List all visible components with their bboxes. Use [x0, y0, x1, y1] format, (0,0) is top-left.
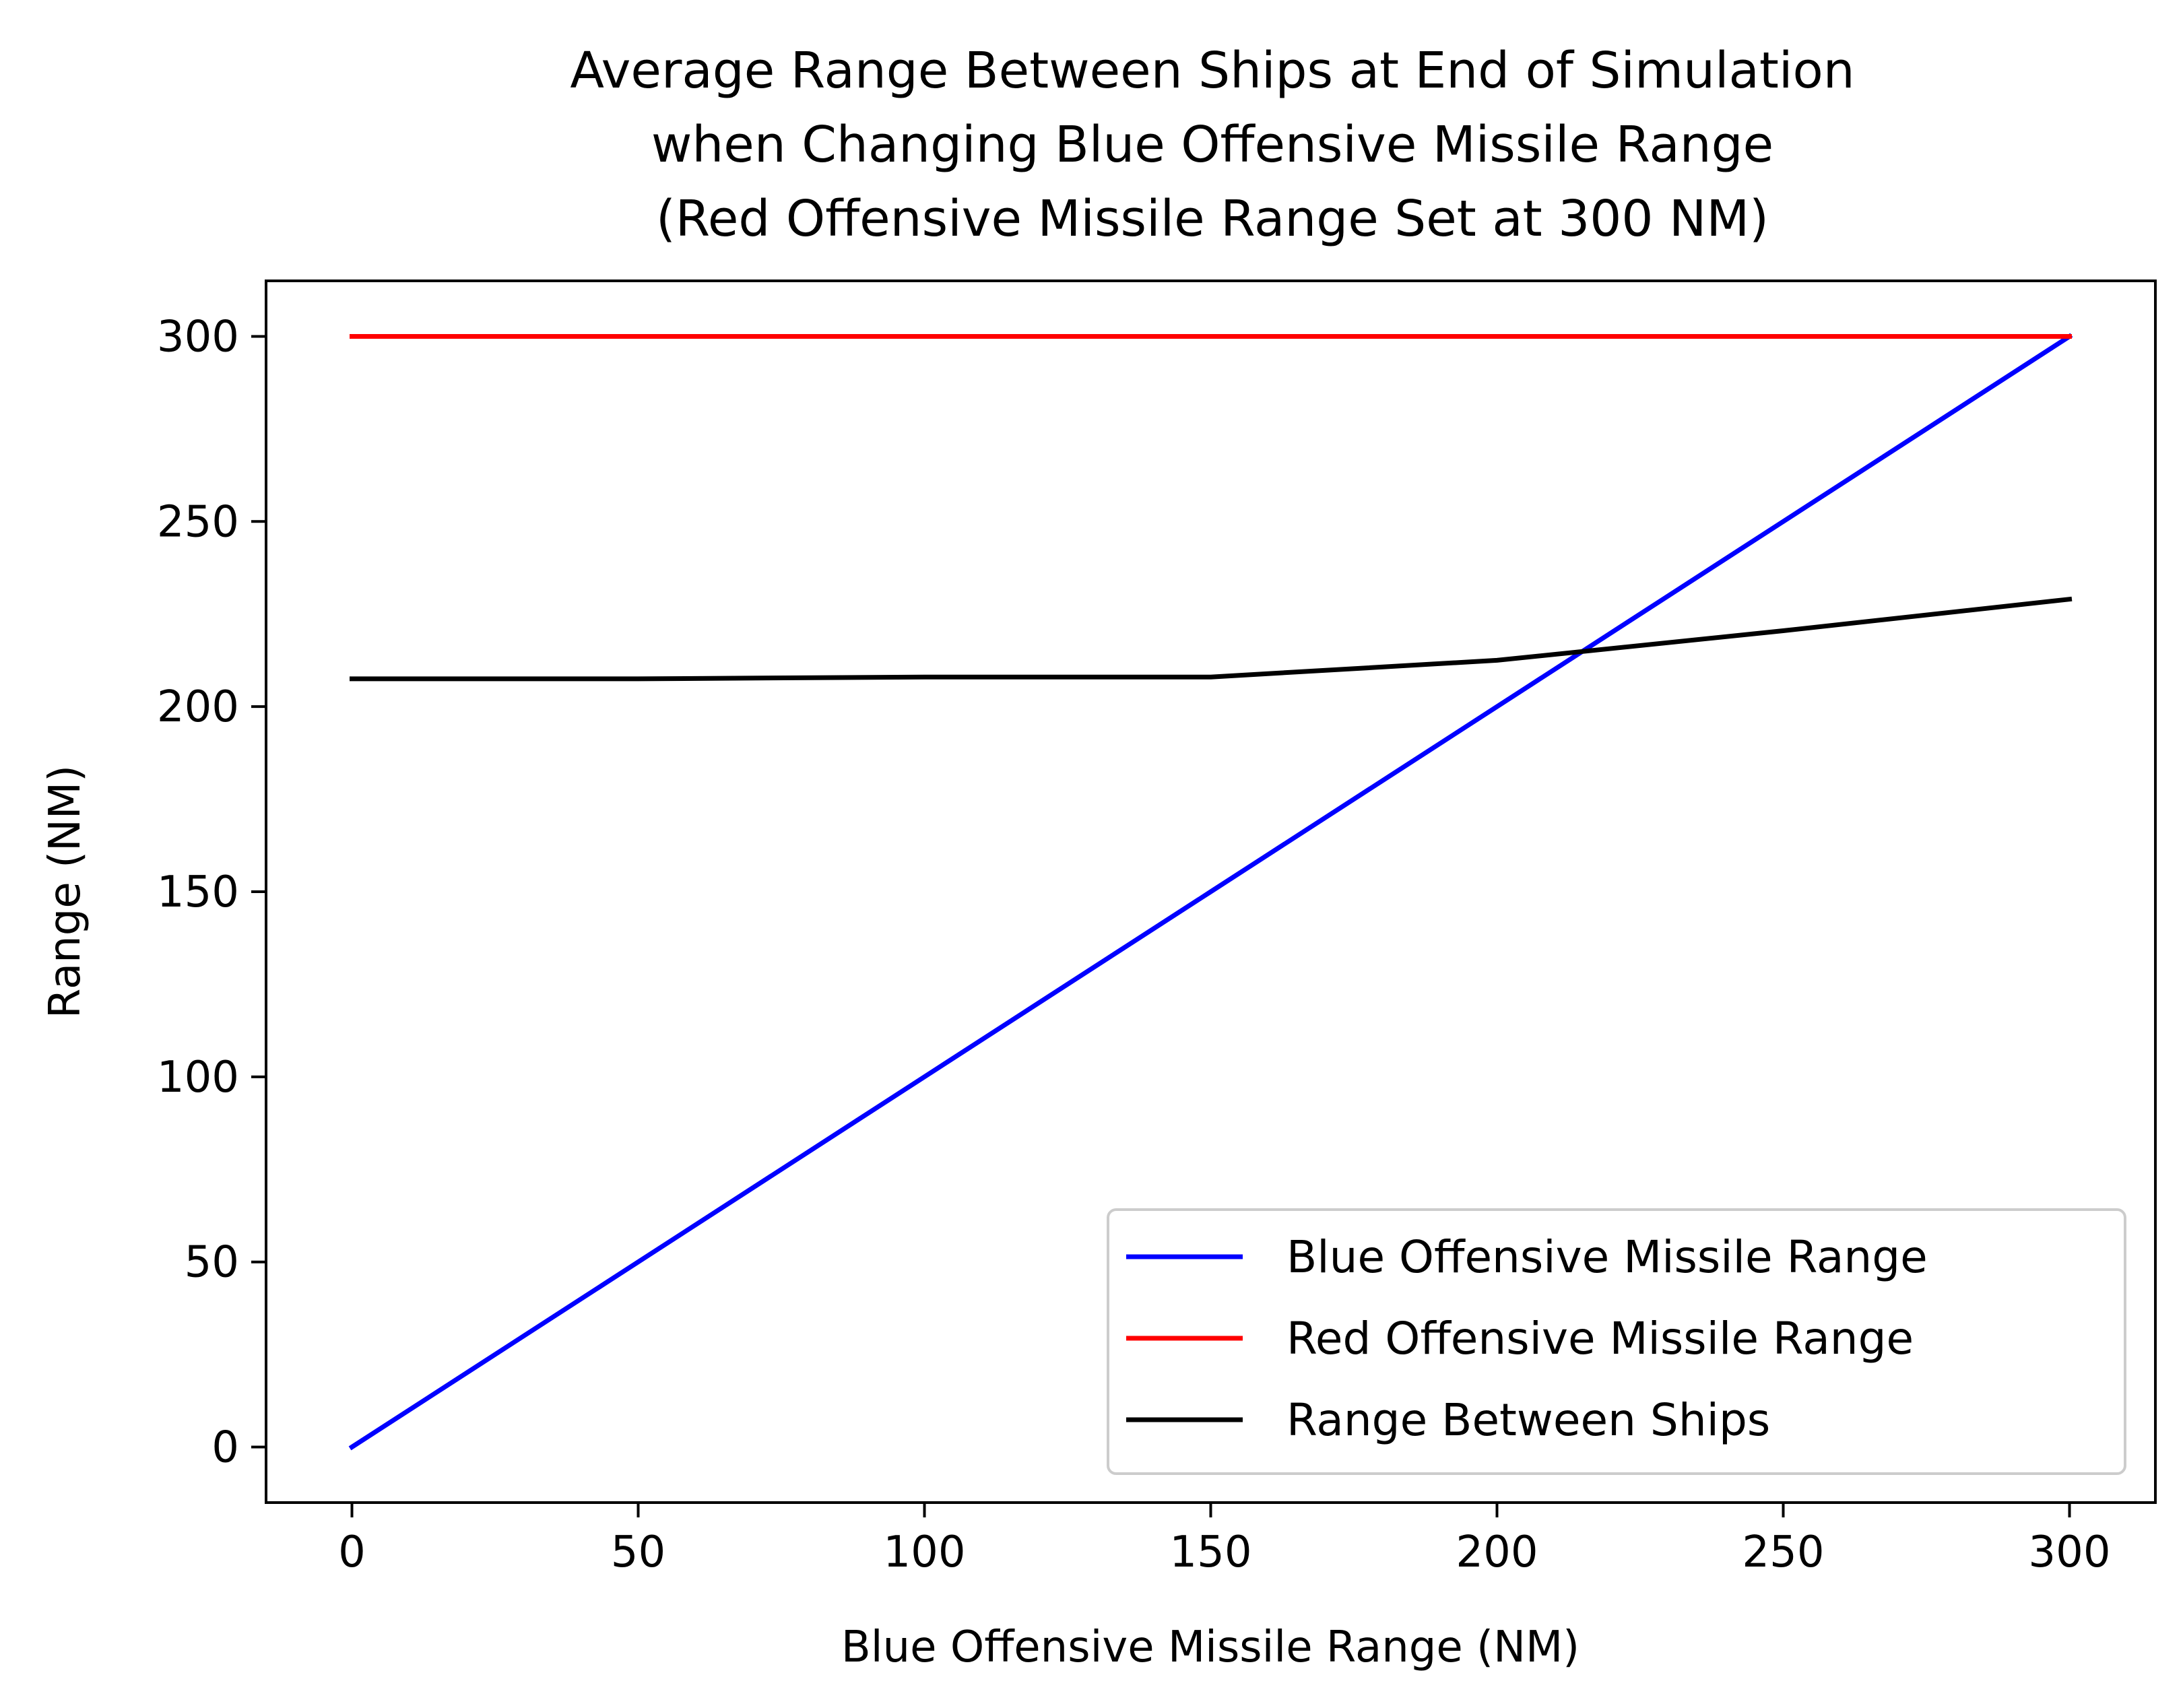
plot-frame: [265, 280, 2157, 1504]
x-tick-label: 250: [1742, 1528, 1824, 1577]
y-tick-label: 200: [157, 682, 239, 732]
x-tick-label: 150: [1169, 1528, 1251, 1577]
chart-title-line-3: (Red Offensive Missile Range Set at 300 …: [656, 190, 1769, 248]
series-line-3: [350, 596, 2073, 682]
x-tick-label: 100: [883, 1528, 965, 1577]
series-line-1: [348, 333, 2073, 1451]
x-tick-label: 200: [1456, 1528, 1538, 1577]
y-tick-label: 250: [157, 497, 239, 547]
legend-label-1: Blue Offensive Missile Range: [1286, 1231, 1928, 1283]
chart-title-line-2: when Changing Blue Offensive Missile Ran…: [651, 116, 1773, 174]
legend-label-3: Range Between Ships: [1286, 1394, 1770, 1446]
x-tick-label: 0: [338, 1528, 366, 1577]
legend-box: [1107, 1208, 2126, 1475]
chart-title: Average Range Between Ships at End of Si…: [570, 42, 1854, 248]
y-tick-label: 150: [157, 867, 239, 917]
y-axis-label: Range (NM): [40, 765, 90, 1018]
y-axis-ticks: 0 50 100 150 200 250 300: [157, 312, 266, 1473]
x-axis-ticks: 0 50 100 150 200 250 300: [338, 1503, 2111, 1577]
y-tick-label: 50: [185, 1238, 239, 1288]
x-tick-label: 300: [2028, 1528, 2110, 1577]
x-axis-label: Blue Offensive Missile Range (NM): [841, 1622, 1579, 1672]
legend: Blue Offensive Missile Range Red Offensiv…: [1107, 1208, 2126, 1475]
chart-title-line-1: Average Range Between Ships at End of Si…: [570, 42, 1854, 100]
series-layer: [348, 333, 2073, 1451]
y-tick-label: 0: [211, 1423, 239, 1473]
y-tick-label: 300: [157, 312, 239, 362]
legend-label-2: Red Offensive Missile Range: [1286, 1313, 1914, 1365]
y-tick-label: 100: [157, 1053, 239, 1103]
x-tick-label: 50: [611, 1528, 665, 1577]
